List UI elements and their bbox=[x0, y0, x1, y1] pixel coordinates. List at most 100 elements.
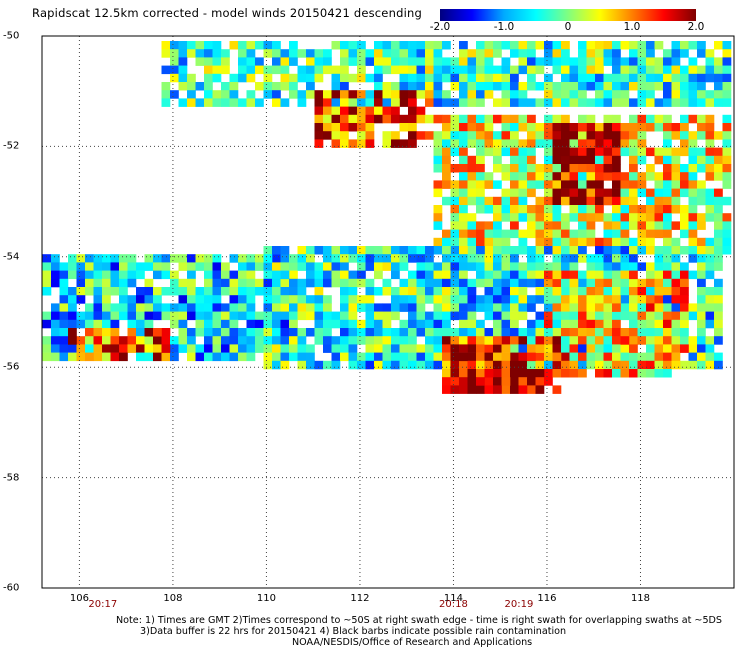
heatmap-cell bbox=[76, 262, 86, 271]
heatmap-cell bbox=[76, 336, 86, 345]
heatmap-cell bbox=[450, 123, 460, 132]
heatmap-cell bbox=[331, 139, 341, 148]
heatmap-cell bbox=[646, 246, 655, 255]
heatmap-cell bbox=[510, 270, 519, 280]
heatmap-cell bbox=[442, 57, 451, 66]
heatmap-cell bbox=[569, 73, 579, 83]
heatmap-cell bbox=[518, 155, 528, 165]
heatmap-cell bbox=[620, 278, 630, 288]
heatmap-cell bbox=[544, 196, 553, 206]
heatmap-cell bbox=[272, 82, 281, 91]
heatmap-cell bbox=[450, 344, 460, 353]
heatmap-cell bbox=[391, 287, 400, 296]
heatmap-cell bbox=[544, 114, 553, 124]
heatmap-cell bbox=[416, 131, 426, 140]
heatmap-cell bbox=[263, 270, 273, 280]
heatmap-cell bbox=[578, 98, 587, 107]
heatmap-cell bbox=[518, 328, 528, 337]
heatmap-cell bbox=[314, 360, 324, 370]
heatmap-cell bbox=[357, 254, 366, 263]
heatmap-cell bbox=[629, 287, 638, 296]
heatmap-cell bbox=[314, 328, 324, 337]
heatmap-cell bbox=[212, 90, 222, 99]
heatmap-cell bbox=[391, 270, 400, 280]
heatmap-cell bbox=[425, 65, 434, 75]
heatmap-cell bbox=[59, 287, 69, 296]
heatmap-cell bbox=[331, 123, 341, 132]
heatmap-cell bbox=[476, 262, 485, 271]
heatmap-cell bbox=[382, 352, 392, 362]
heatmap-cell bbox=[331, 106, 341, 116]
heatmap-cell bbox=[442, 352, 451, 362]
heatmap-cell bbox=[85, 287, 94, 296]
heatmap-cell bbox=[586, 180, 596, 189]
heatmap-cell bbox=[93, 352, 103, 362]
heatmap-cell bbox=[527, 49, 536, 58]
heatmap-cell bbox=[408, 114, 417, 124]
heatmap-cell bbox=[450, 328, 460, 337]
heatmap-cell bbox=[671, 262, 681, 271]
heatmap-cell bbox=[552, 278, 562, 288]
heatmap-cell bbox=[722, 65, 732, 75]
heatmap-cell bbox=[425, 278, 434, 288]
heatmap-cell bbox=[459, 303, 468, 312]
heatmap-cell bbox=[212, 328, 222, 337]
heatmap-cell bbox=[110, 352, 120, 362]
heatmap-cell bbox=[348, 123, 358, 132]
heatmap-cell bbox=[620, 352, 630, 362]
heatmap-cell bbox=[476, 196, 485, 206]
heatmap-cell bbox=[110, 254, 120, 263]
heatmap-cell bbox=[357, 352, 366, 362]
heatmap-cell bbox=[663, 254, 672, 263]
heatmap-cell bbox=[136, 336, 145, 345]
heatmap-cell bbox=[425, 131, 434, 140]
heatmap-cell bbox=[620, 369, 630, 378]
heatmap-cell bbox=[671, 172, 681, 181]
heatmap-cell bbox=[348, 270, 358, 280]
heatmap-cell bbox=[527, 73, 536, 83]
heatmap-cell bbox=[620, 196, 630, 206]
heatmap-cell bbox=[501, 319, 511, 329]
heatmap-cell bbox=[212, 262, 222, 271]
heatmap-cell bbox=[535, 139, 545, 148]
heatmap-cell bbox=[76, 254, 86, 263]
heatmap-cell bbox=[467, 385, 477, 394]
heatmap-cell bbox=[663, 147, 672, 157]
heatmap-cell bbox=[425, 270, 434, 280]
heatmap-cell bbox=[722, 114, 732, 124]
heatmap-cell bbox=[246, 328, 256, 337]
heatmap-cell bbox=[603, 360, 613, 370]
heatmap-cell bbox=[561, 352, 570, 362]
heatmap-cell bbox=[493, 65, 502, 75]
heatmap-cell bbox=[476, 155, 485, 165]
heatmap-cell bbox=[510, 73, 519, 83]
heatmap-cell bbox=[637, 287, 647, 296]
heatmap-cell bbox=[603, 319, 613, 329]
heatmap-cell bbox=[348, 106, 358, 116]
heatmap-cell bbox=[722, 139, 732, 148]
heatmap-cell bbox=[212, 287, 222, 296]
heatmap-cell bbox=[518, 385, 528, 394]
heatmap-cell bbox=[459, 336, 468, 345]
heatmap-cell bbox=[688, 65, 698, 75]
heatmap-cell bbox=[340, 336, 349, 345]
heatmap-cell bbox=[110, 328, 120, 337]
heatmap-cell bbox=[535, 262, 545, 271]
heatmap-cell bbox=[697, 131, 706, 140]
heatmap-cell bbox=[671, 336, 681, 345]
heatmap-cell bbox=[493, 262, 502, 271]
heatmap-cell bbox=[340, 82, 349, 91]
heatmap-cell bbox=[42, 344, 52, 353]
heatmap-cell bbox=[552, 352, 562, 362]
heatmap-cell bbox=[603, 164, 613, 173]
heatmap-cell bbox=[425, 114, 434, 124]
heatmap-cell bbox=[612, 336, 621, 345]
heatmap-cell bbox=[646, 319, 655, 329]
heatmap-cell bbox=[442, 336, 451, 345]
heatmap-cell bbox=[340, 287, 349, 296]
heatmap-cell bbox=[680, 328, 689, 337]
heatmap-cell bbox=[161, 65, 171, 75]
heatmap-cell bbox=[612, 98, 621, 107]
heatmap-cell bbox=[637, 311, 647, 321]
heatmap-cell bbox=[561, 229, 570, 239]
